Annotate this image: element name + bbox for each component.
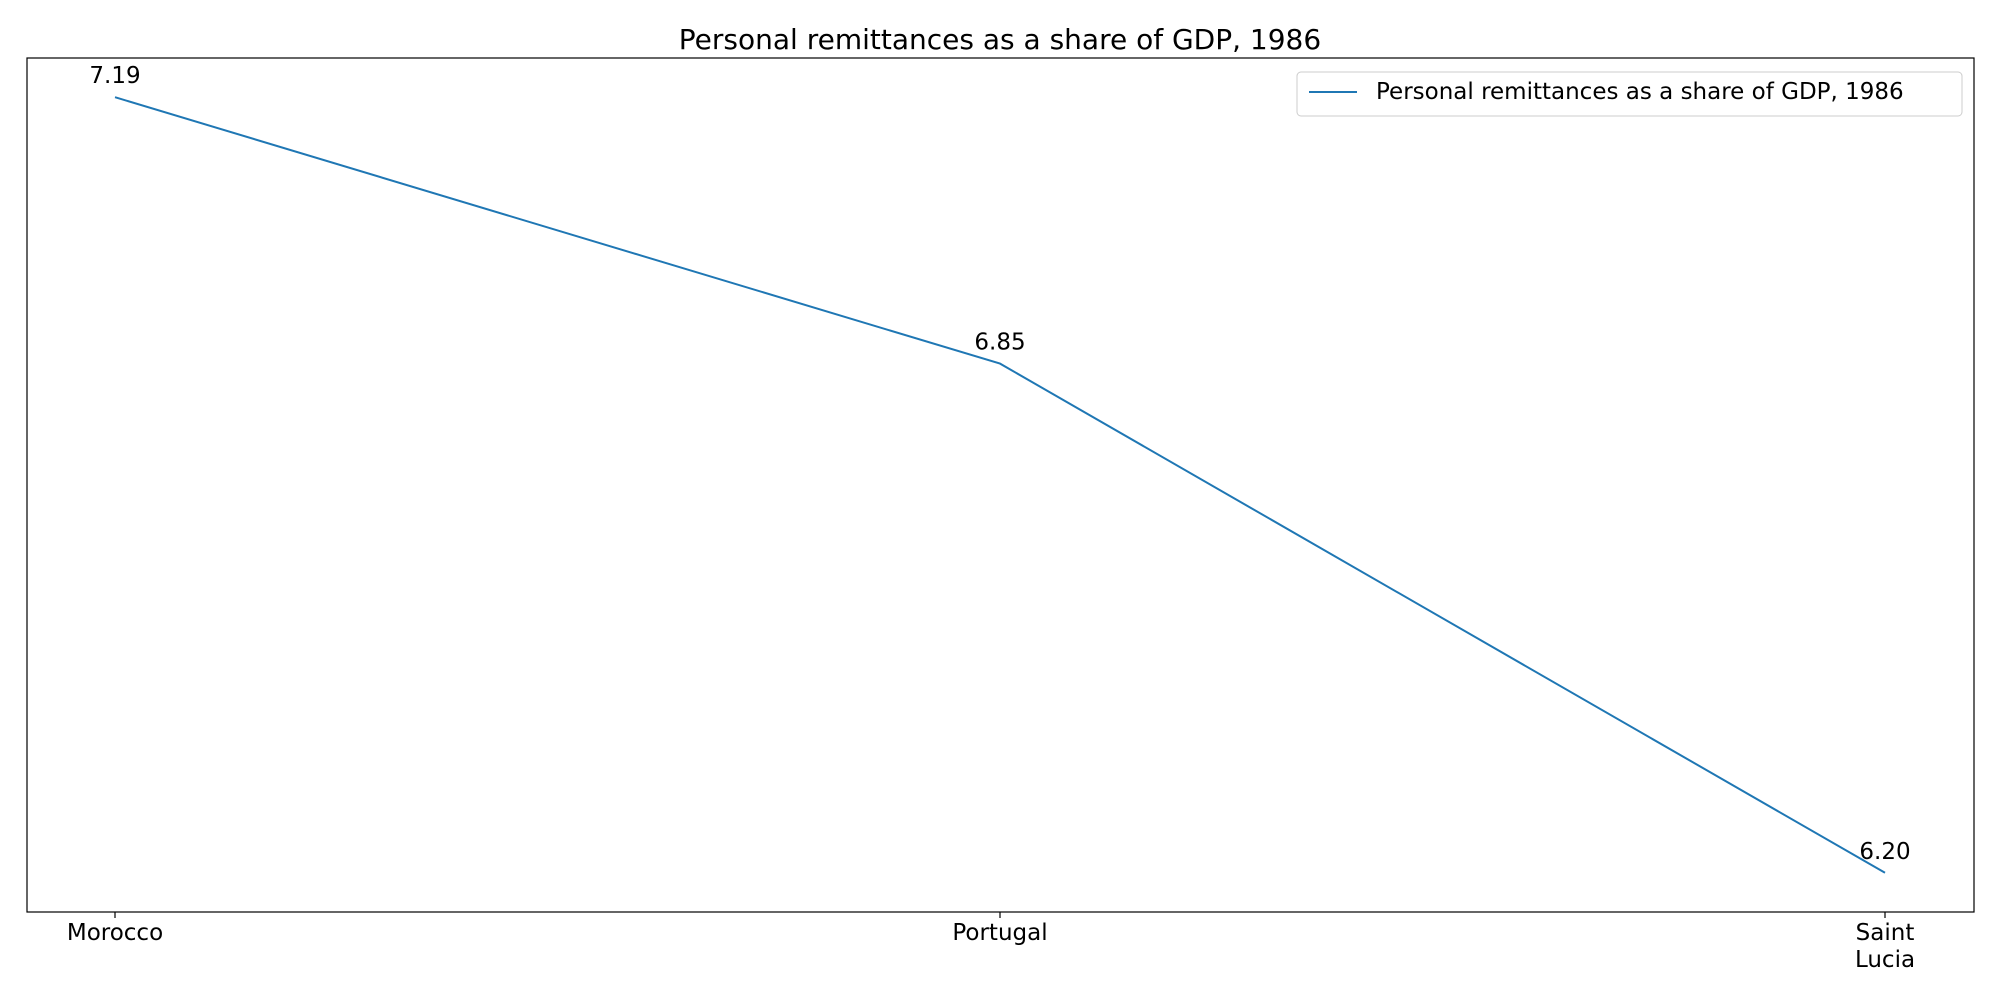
series-line <box>114 96 1886 874</box>
x-tick-label-line: Lucia <box>1855 947 1915 973</box>
legend-label: Personal remittances as a share of GDP, … <box>1376 79 1904 105</box>
x-tick-label-line: Portugal <box>952 920 1047 946</box>
series-layer <box>114 96 1886 874</box>
legend-box <box>1296 71 1963 117</box>
x-tick-label-line: Morocco <box>67 920 163 946</box>
x-tick-label: Saint Lucia <box>1855 920 1915 973</box>
legend: Personal remittances as a share of GDP, … <box>1296 71 1963 117</box>
x-tick-label: Portugal <box>952 920 1047 946</box>
data-labels: 7.19 6.85 6.20 <box>89 63 1910 865</box>
x-tick-label-line: Saint <box>1856 920 1915 946</box>
x-axis-ticks: Morocco Portugal Saint Lucia <box>67 912 1915 973</box>
chart-title: Personal remittances as a share of GDP, … <box>679 23 1321 56</box>
data-label: 7.19 <box>89 63 140 89</box>
data-label: 6.20 <box>1859 839 1910 865</box>
x-tick-label: Morocco <box>67 920 163 946</box>
plot-area-frame <box>26 57 1975 913</box>
data-label: 6.85 <box>974 330 1025 356</box>
